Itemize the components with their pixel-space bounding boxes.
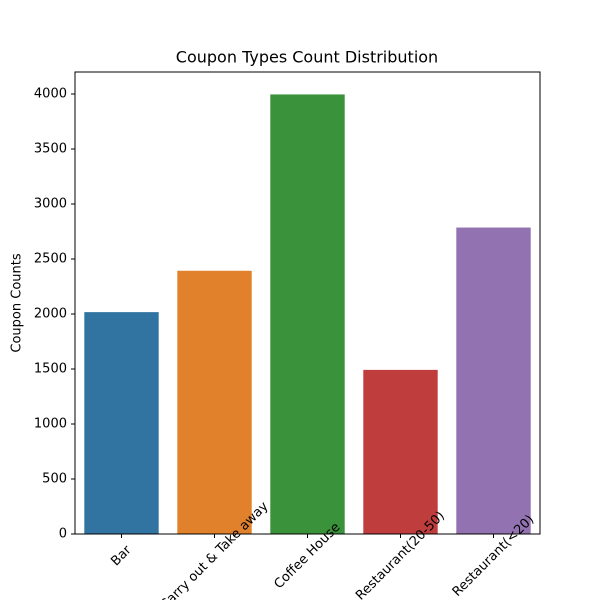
y-tick-label: 2500 bbox=[34, 252, 67, 267]
y-tick-label: 2000 bbox=[34, 307, 67, 322]
bar bbox=[456, 227, 531, 535]
bar bbox=[270, 94, 345, 534]
y-tick-label: 4000 bbox=[34, 87, 67, 102]
plot-frame bbox=[74, 71, 541, 535]
bar bbox=[363, 369, 438, 534]
y-tick-label: 1000 bbox=[34, 417, 67, 432]
y-tick-label: 500 bbox=[42, 472, 67, 487]
y-tick-label: 1500 bbox=[34, 362, 67, 377]
x-tick-label: Bar bbox=[108, 542, 135, 569]
y-tick-label: 3500 bbox=[34, 142, 67, 157]
bar bbox=[177, 270, 252, 534]
bar bbox=[84, 312, 159, 534]
y-axis-label: Coupon Counts bbox=[10, 253, 25, 352]
chart-title: Coupon Types Count Distribution bbox=[176, 48, 438, 67]
y-tick-label: 3000 bbox=[34, 197, 67, 212]
y-tick-label: 0 bbox=[59, 527, 67, 542]
